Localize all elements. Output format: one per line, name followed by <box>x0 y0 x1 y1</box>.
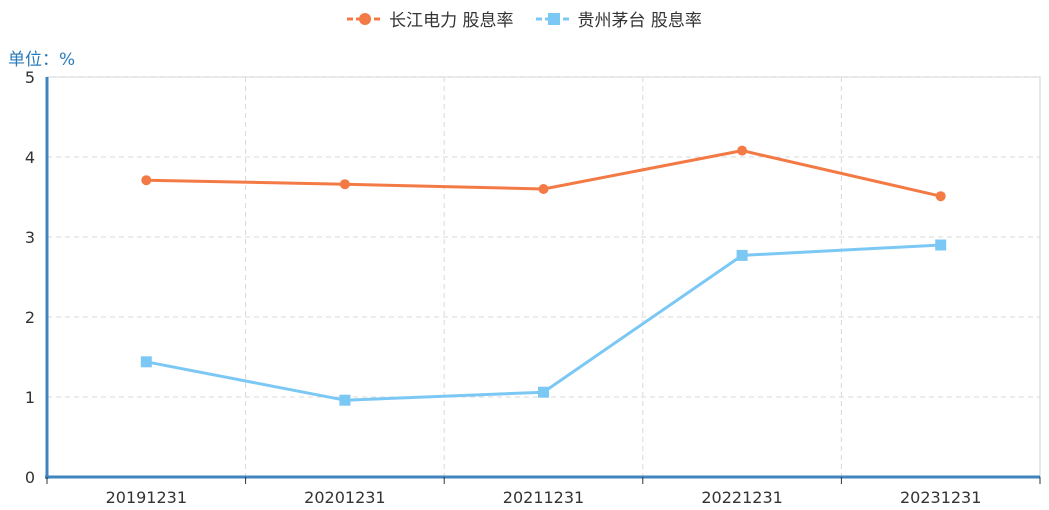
data-point <box>538 184 549 194</box>
data-point <box>140 356 152 368</box>
y-tick-label: 4 <box>25 148 35 167</box>
data-point <box>737 145 748 156</box>
circle-marker-icon <box>347 12 384 25</box>
legend: 长江电力 股息率 贵州茅台 股息率 <box>0 6 1049 31</box>
series-line-2 <box>146 243 941 402</box>
legend-label: 贵州茅台 股息率 <box>577 11 702 31</box>
data-point <box>141 175 152 186</box>
x-tick-label: 20221231 <box>701 488 782 507</box>
unit-label: 单位：% <box>8 50 76 70</box>
legend-label: 长江电力 股息率 <box>389 11 514 31</box>
y-tick-label: 5 <box>25 68 35 87</box>
data-point <box>935 191 946 202</box>
data-point <box>935 239 947 251</box>
x-tick-label: 20231231 <box>900 488 981 507</box>
data-point <box>736 249 748 261</box>
data-point <box>339 394 351 406</box>
data-point <box>538 386 549 398</box>
x-tick-label: 20201231 <box>304 488 385 507</box>
y-tick-label: 3 <box>25 228 35 247</box>
plot-frame <box>46 76 1041 478</box>
square-marker-icon <box>535 12 572 25</box>
y-tick-label: 2 <box>25 308 35 327</box>
y-tick-label: 0 <box>25 468 35 487</box>
legend-item-series-1[interactable]: 长江电力 股息率 <box>347 6 514 31</box>
x-tick-label: 20191231 <box>106 488 187 507</box>
legend-item-series-2[interactable]: 贵州茅台 股息率 <box>535 6 702 31</box>
data-point <box>339 179 350 190</box>
y-tick-label: 1 <box>25 388 35 407</box>
x-tick-label: 20211231 <box>503 488 584 507</box>
